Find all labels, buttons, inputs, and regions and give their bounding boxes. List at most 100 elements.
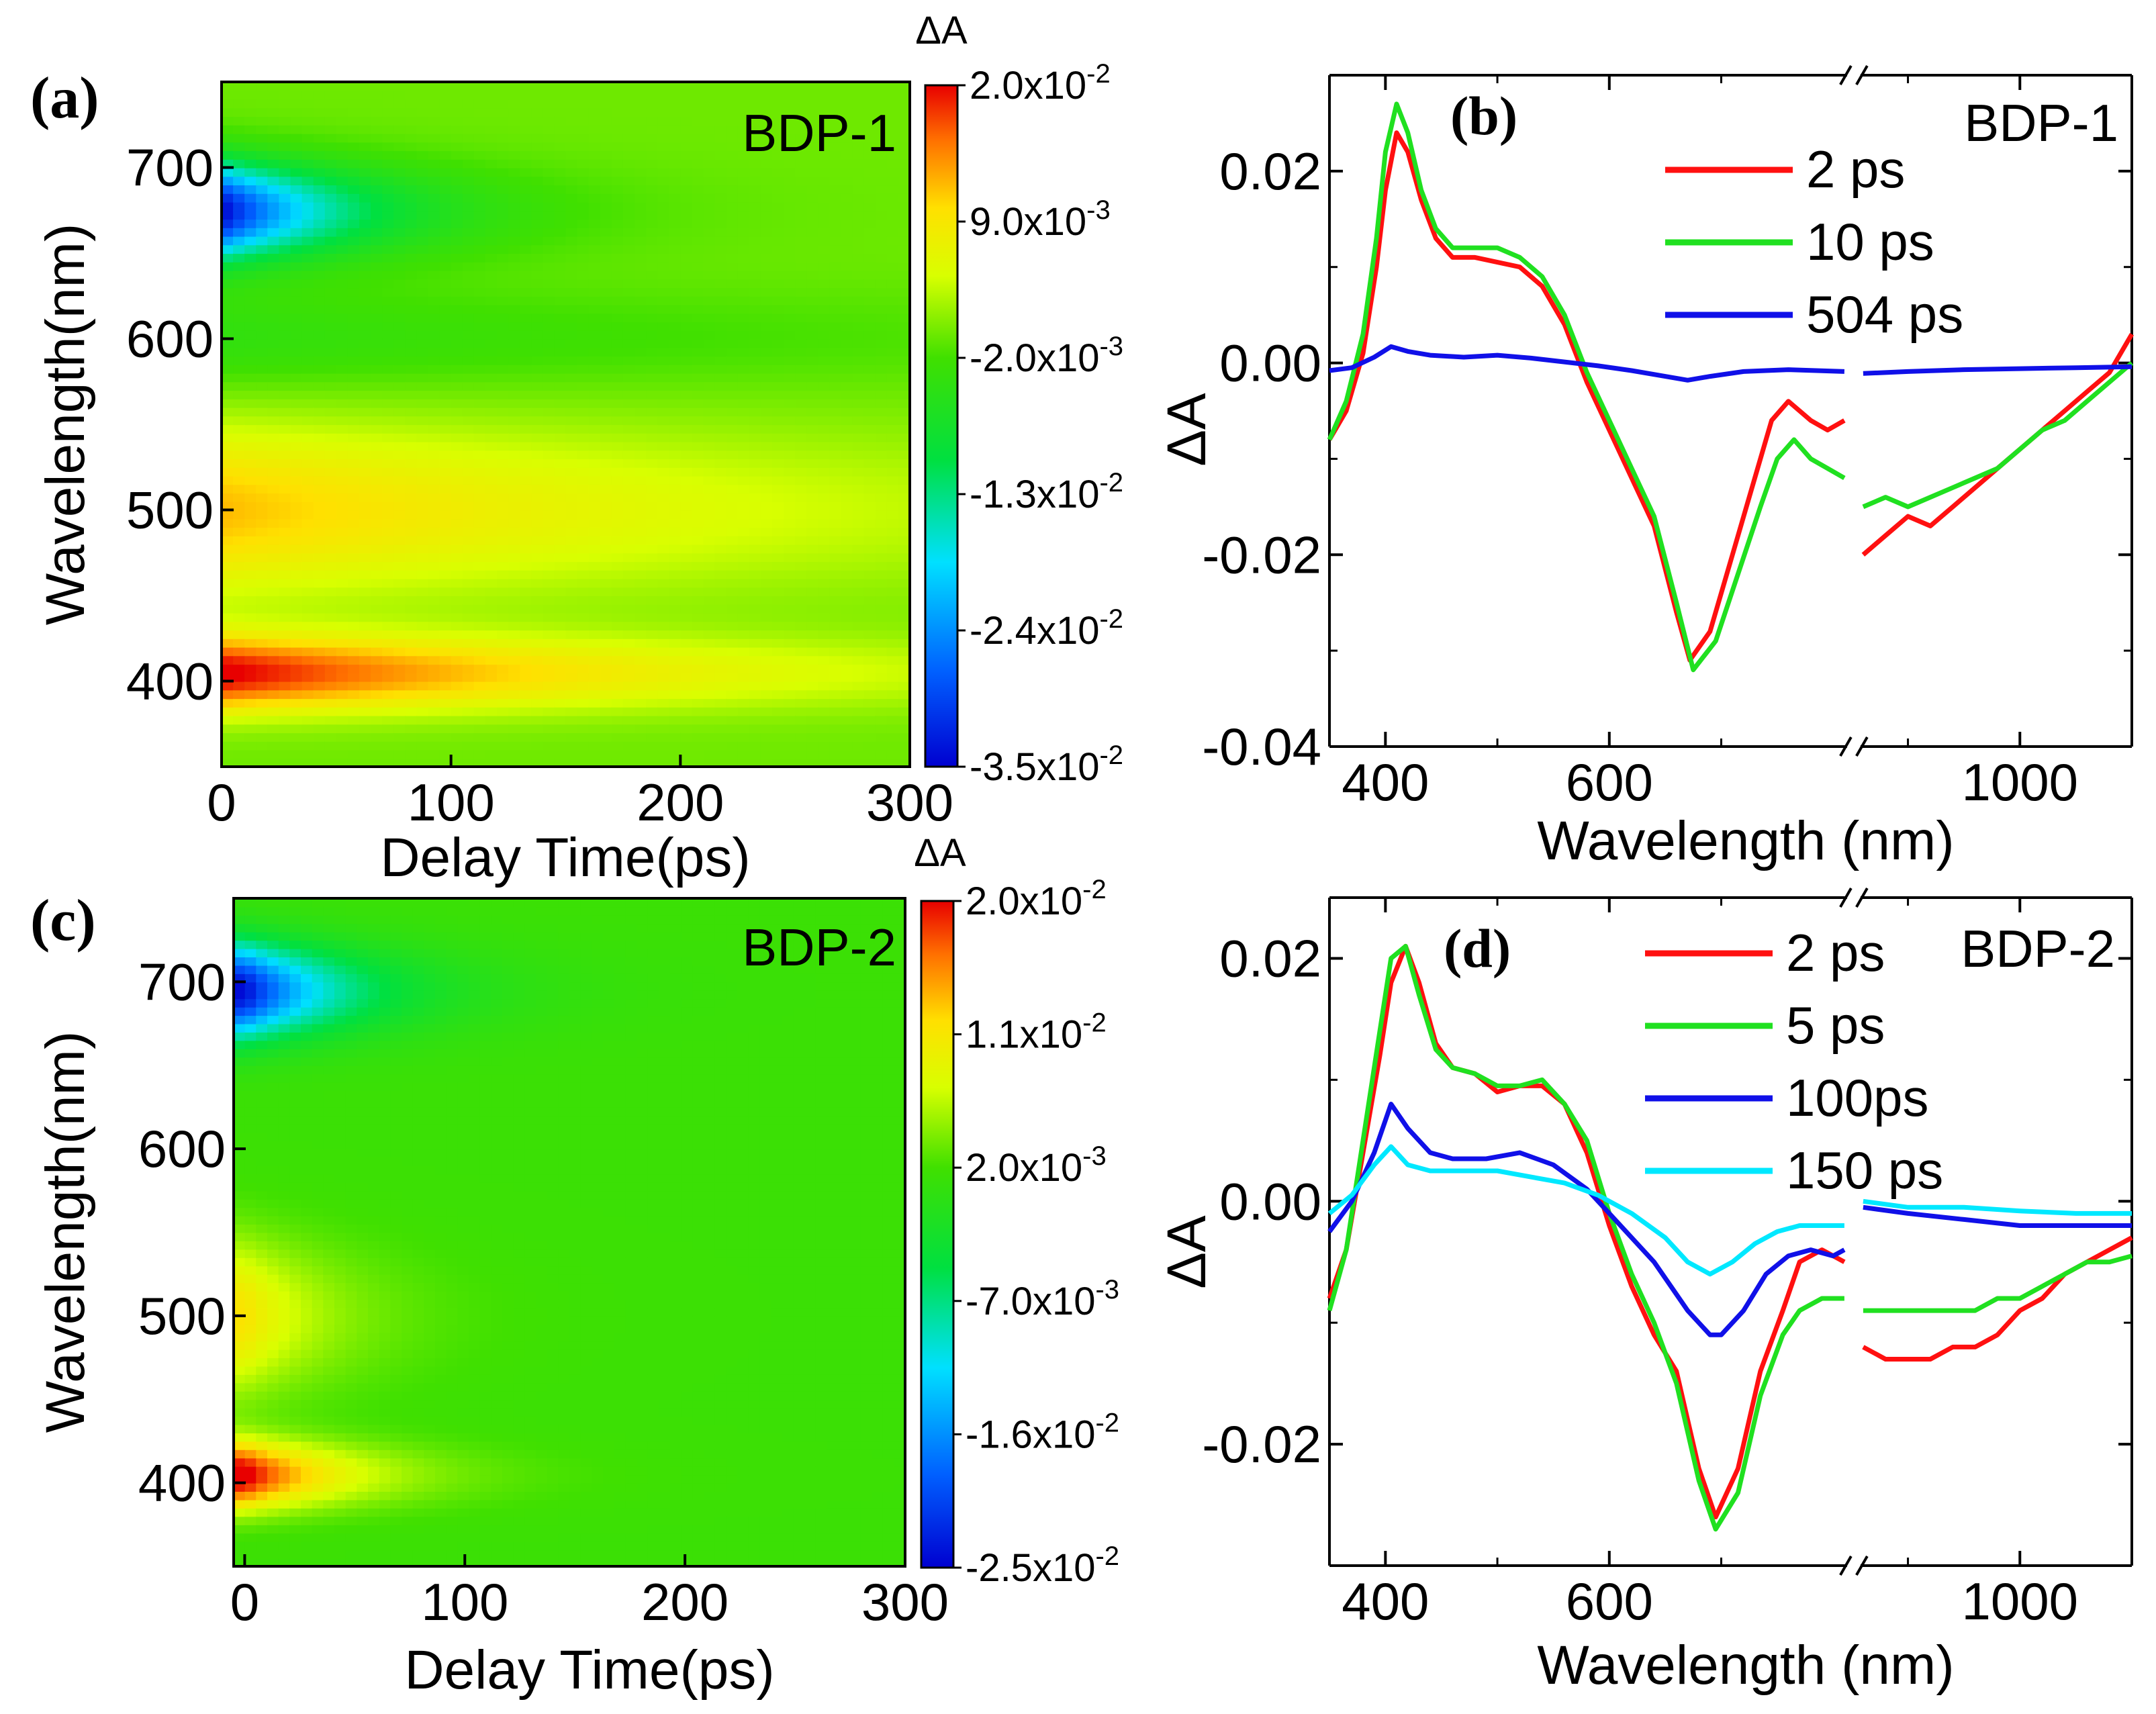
heatmap-cell <box>462 253 475 263</box>
heatmap-cell <box>485 535 498 545</box>
heatmap-cell <box>622 493 635 502</box>
heatmap-cell <box>749 510 761 520</box>
heatmap-cell <box>336 219 348 228</box>
heatmap-cell <box>863 612 876 622</box>
heatmap-cell <box>543 441 555 451</box>
heatmap-cell <box>829 90 842 100</box>
heatmap-cell <box>760 90 773 100</box>
heatmap-cell <box>772 655 785 665</box>
heatmap-cell <box>772 261 785 271</box>
heatmap-cell <box>244 459 257 468</box>
heatmap-cell <box>359 596 372 605</box>
heatmap-cell <box>520 142 532 152</box>
heatmap-cell <box>611 356 624 365</box>
heatmap-cell <box>462 706 475 716</box>
heatmap-cell <box>520 647 532 657</box>
heatmap-cell <box>784 681 796 691</box>
heatmap-cell <box>405 244 418 254</box>
heatmap-cell <box>497 219 510 228</box>
heatmap-cell <box>565 210 578 220</box>
heatmap-cell <box>531 201 544 211</box>
heatmap-cell <box>784 390 796 399</box>
heatmap-cell <box>554 90 567 100</box>
heatmap-cell <box>393 270 406 280</box>
heatmap-cell <box>657 347 670 357</box>
heatmap-cell <box>222 236 234 246</box>
panel-label-b: (b) <box>1450 85 1517 146</box>
heatmap-cell <box>737 475 750 485</box>
heatmap-cell <box>554 287 567 297</box>
heatmap-cell <box>313 416 326 426</box>
heatmap-cell <box>703 741 716 751</box>
heatmap-cell <box>806 201 819 211</box>
heatmap-cell <box>313 338 326 348</box>
heatmap-cell <box>565 193 578 203</box>
heatmap-cell <box>256 407 269 417</box>
heatmap-cell <box>726 330 739 340</box>
heatmap-cell <box>508 424 521 434</box>
heatmap-cell <box>841 167 853 177</box>
heatmap-cell <box>714 381 727 391</box>
heatmap-cell <box>543 270 555 280</box>
heatmap-cell <box>244 244 257 254</box>
heatmap-cell <box>520 672 532 682</box>
heatmap-cell <box>898 244 910 254</box>
heatmap-cell <box>234 1474 246 1484</box>
heatmap-cell <box>359 432 372 442</box>
heatmap-cell <box>301 475 314 485</box>
heatmap-cell <box>543 578 555 588</box>
heatmap-cell <box>244 99 257 109</box>
heatmap-cell <box>531 578 544 588</box>
heatmap-cell <box>554 304 567 314</box>
heatmap-cell <box>875 510 888 520</box>
heatmap-cell <box>451 116 463 126</box>
heatmap-cell <box>784 587 796 597</box>
heatmap-cell <box>818 621 831 631</box>
heatmap-cell <box>852 681 865 691</box>
heatmap-cell <box>577 689 590 700</box>
heatmap-cell <box>772 304 785 314</box>
heatmap-cell <box>485 295 498 305</box>
heatmap-cell <box>635 493 647 502</box>
heatmap-cell <box>886 569 899 579</box>
heatmap-cell <box>324 535 337 545</box>
heatmap-cell <box>416 672 429 682</box>
sample-label-b: BDP-1 <box>1964 93 2118 152</box>
heatmap-cell <box>898 416 910 426</box>
heatmap-cell <box>600 724 612 734</box>
heatmap-cell <box>290 142 303 152</box>
heatmap-cell <box>657 612 670 622</box>
heatmap-cell <box>520 569 532 579</box>
heatmap-cell <box>301 150 314 160</box>
heatmap-cell <box>863 655 876 665</box>
heatmap-cell <box>726 373 739 383</box>
heatmap-cell <box>371 227 383 237</box>
heatmap-cell <box>600 330 612 340</box>
heatmap-cell <box>439 416 452 426</box>
heatmap-cell <box>336 432 348 442</box>
heatmap-cell <box>818 227 831 237</box>
heatmap-cell <box>806 561 819 571</box>
heatmap-cell <box>749 330 761 340</box>
heatmap-cell <box>622 407 635 417</box>
heatmap-cell <box>588 279 601 289</box>
heatmap-cell <box>256 638 269 648</box>
heatmap-cell <box>841 124 853 134</box>
heatmap-cell <box>324 493 337 502</box>
heatmap-cell <box>508 236 521 246</box>
heatmap-cell <box>256 416 269 426</box>
heatmap-cell <box>256 244 269 254</box>
heatmap-cell <box>359 741 372 751</box>
heatmap-cell <box>692 330 704 340</box>
heatmap-cell <box>818 407 831 417</box>
heatmap-cell <box>290 544 303 554</box>
heatmap-cell <box>898 167 910 177</box>
heatmap-cell <box>577 270 590 280</box>
heatmap-cell <box>898 441 910 451</box>
heatmap-cell <box>622 467 635 477</box>
heatmap-cell <box>588 758 601 768</box>
heatmap-cell <box>244 510 257 520</box>
heatmap-cell <box>244 201 257 211</box>
heatmap-cell <box>439 99 452 109</box>
heatmap-cell <box>875 647 888 657</box>
